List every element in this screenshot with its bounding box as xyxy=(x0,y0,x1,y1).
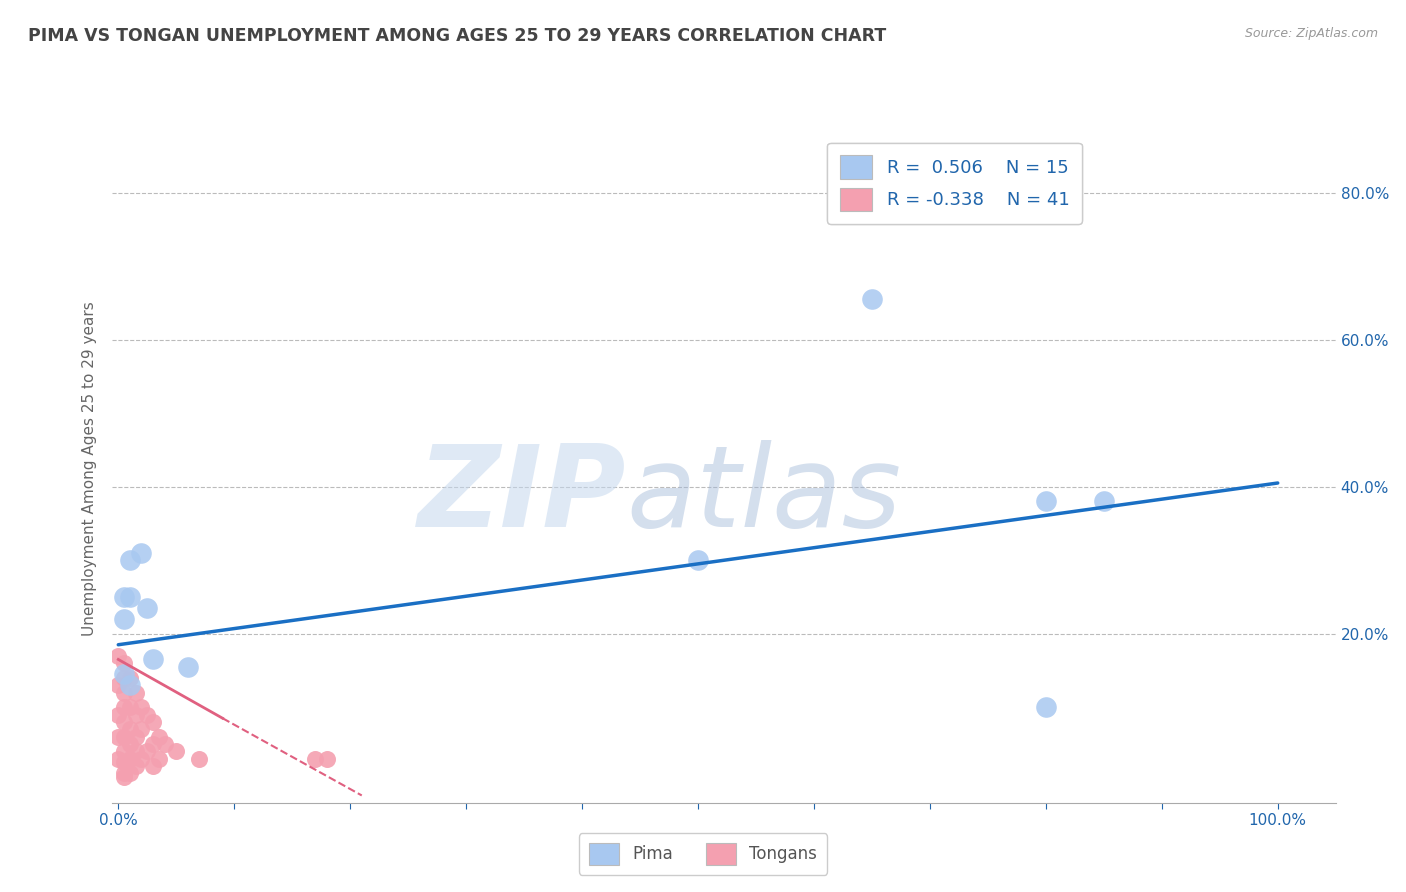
Point xyxy=(118,700,141,714)
Y-axis label: Unemployment Among Ages 25 to 29 years: Unemployment Among Ages 25 to 29 years xyxy=(82,301,97,636)
Point xyxy=(118,553,141,567)
Point xyxy=(112,770,135,784)
Point xyxy=(131,546,153,560)
Point xyxy=(1092,494,1115,508)
Point xyxy=(131,752,153,766)
Point xyxy=(118,723,141,737)
Point xyxy=(118,678,141,692)
Point xyxy=(124,744,146,758)
Point xyxy=(153,737,176,751)
Point xyxy=(112,766,135,780)
Point xyxy=(124,707,146,722)
Point xyxy=(188,752,211,766)
Point xyxy=(131,700,153,714)
Point xyxy=(136,744,159,758)
Point xyxy=(142,759,165,773)
Point xyxy=(112,744,135,758)
Point xyxy=(112,714,135,729)
Legend: Pima, Tongans: Pima, Tongans xyxy=(579,833,827,875)
Point xyxy=(112,667,135,681)
Point xyxy=(1035,700,1057,714)
Point xyxy=(136,707,159,722)
Point xyxy=(148,752,170,766)
Point xyxy=(107,678,129,692)
Point xyxy=(686,553,709,567)
Point xyxy=(124,730,146,744)
Text: ZIP: ZIP xyxy=(418,440,626,550)
Point xyxy=(112,685,135,699)
Text: PIMA VS TONGAN UNEMPLOYMENT AMONG AGES 25 TO 29 YEARS CORRELATION CHART: PIMA VS TONGAN UNEMPLOYMENT AMONG AGES 2… xyxy=(28,27,886,45)
Text: Source: ZipAtlas.com: Source: ZipAtlas.com xyxy=(1244,27,1378,40)
Point xyxy=(165,744,187,758)
Point xyxy=(107,752,129,766)
Point xyxy=(177,660,200,674)
Point xyxy=(316,752,339,766)
Point xyxy=(118,737,141,751)
Point xyxy=(118,671,141,685)
Point xyxy=(112,730,135,744)
Point xyxy=(136,601,159,615)
Point xyxy=(118,766,141,780)
Point xyxy=(131,723,153,737)
Point xyxy=(112,612,135,626)
Point xyxy=(112,656,135,670)
Legend: R =  0.506    N = 15, R = -0.338    N = 41: R = 0.506 N = 15, R = -0.338 N = 41 xyxy=(827,143,1083,224)
Point xyxy=(1035,494,1057,508)
Point xyxy=(142,714,165,729)
Point xyxy=(142,652,165,666)
Point xyxy=(124,759,146,773)
Point xyxy=(107,648,129,663)
Point xyxy=(860,292,883,306)
Point xyxy=(142,737,165,751)
Point xyxy=(112,590,135,604)
Point xyxy=(148,730,170,744)
Point xyxy=(124,685,146,699)
Point xyxy=(112,700,135,714)
Point xyxy=(107,707,129,722)
Text: atlas: atlas xyxy=(626,440,901,550)
Point xyxy=(112,756,135,770)
Point xyxy=(118,752,141,766)
Point xyxy=(118,590,141,604)
Point xyxy=(107,730,129,744)
Point xyxy=(304,752,326,766)
Point xyxy=(112,671,135,685)
